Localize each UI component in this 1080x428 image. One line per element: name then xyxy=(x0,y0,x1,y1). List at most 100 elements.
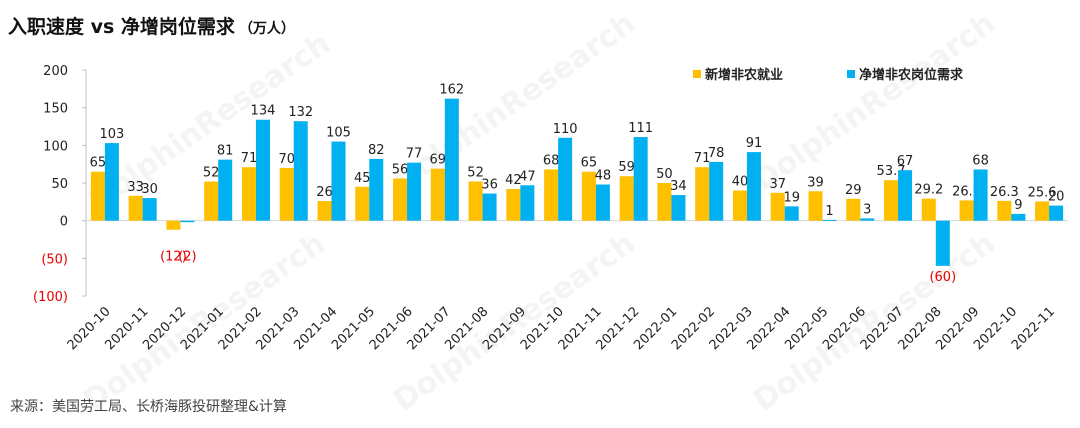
data-label-openings: 19 xyxy=(783,190,800,205)
data-label-nfp: 42 xyxy=(505,173,522,188)
data-label-nfp: 29.2 xyxy=(914,183,943,198)
bar-nfp xyxy=(581,171,596,221)
data-label-openings: 34 xyxy=(670,179,687,194)
bar-openings xyxy=(104,143,119,221)
y-tick-label: 0 xyxy=(60,215,68,230)
data-label-nfp: 26.3 xyxy=(990,185,1019,200)
bar-nfp xyxy=(695,167,710,221)
y-tick-label: (100) xyxy=(33,290,68,305)
bar-nfp xyxy=(241,167,256,221)
bar-openings xyxy=(860,218,875,221)
data-label-nfp: 29 xyxy=(845,183,862,198)
data-label-openings: 3 xyxy=(863,202,871,217)
data-label-openings: 111 xyxy=(628,121,653,136)
data-label-nfp: 65 xyxy=(581,156,598,171)
bar-openings xyxy=(482,193,497,221)
data-label-nfp: 37 xyxy=(769,177,786,192)
data-label-nfp: 52 xyxy=(203,165,220,180)
y-tick-label: 150 xyxy=(43,102,68,117)
bar-openings xyxy=(558,137,573,221)
data-label-openings: 162 xyxy=(439,83,464,98)
bar-nfp xyxy=(393,178,408,221)
data-label-nfp: 33 xyxy=(127,180,144,195)
bar-openings xyxy=(218,159,233,221)
bar-openings xyxy=(1011,213,1026,221)
data-label-nfp: 26 xyxy=(316,185,333,200)
y-tick-label: 100 xyxy=(43,139,68,154)
bar-nfp xyxy=(166,220,181,230)
watermark-text-2: DolphinResearch xyxy=(747,6,1001,199)
bar-nfp xyxy=(657,183,672,221)
data-label-nfp: 50 xyxy=(656,167,673,182)
bar-nfp xyxy=(1035,201,1050,221)
data-label-openings: 91 xyxy=(746,136,763,151)
bar-nfp xyxy=(128,195,143,221)
bar-nfp xyxy=(506,189,521,221)
bar-nfp xyxy=(204,181,219,221)
bar-openings xyxy=(595,184,610,221)
data-label-openings: 67 xyxy=(897,154,914,169)
bar-openings xyxy=(671,195,686,221)
legend-swatch-nfp xyxy=(693,70,701,78)
bar-openings xyxy=(935,220,950,266)
bar-nfp xyxy=(921,198,936,221)
bar-openings xyxy=(709,161,724,221)
bar-openings xyxy=(784,206,799,221)
y-tick-label: (50) xyxy=(41,252,68,267)
data-label-nfp: 59 xyxy=(618,160,635,175)
bar-nfp xyxy=(884,180,899,221)
data-label-nfp: 56 xyxy=(392,162,409,177)
bar-openings xyxy=(444,98,459,221)
data-label-openings: 1 xyxy=(825,204,833,219)
bar-nfp xyxy=(317,201,332,221)
data-label-nfp: 65 xyxy=(90,156,107,171)
bar-openings xyxy=(746,152,761,221)
bar-openings xyxy=(520,185,535,221)
legend-swatch-openings xyxy=(847,70,855,78)
data-label-openings: 48 xyxy=(595,169,612,184)
data-label-openings: 82 xyxy=(368,143,385,158)
data-label-openings: (60) xyxy=(929,270,956,285)
data-label-openings: 110 xyxy=(553,122,578,137)
bar-nfp xyxy=(770,192,785,221)
bar-openings xyxy=(973,169,988,221)
data-label-openings: 30 xyxy=(141,182,158,197)
data-label-openings: 68 xyxy=(972,153,989,168)
data-label-nfp: 45 xyxy=(354,171,371,186)
data-label-openings: 47 xyxy=(519,169,536,184)
data-label-nfp: 71 xyxy=(241,151,258,166)
bar-nfp xyxy=(430,168,445,221)
chart-title: 入职速度 vs 净增岗位需求 （万人） xyxy=(8,12,295,39)
bar-nfp xyxy=(279,167,294,221)
bar-openings xyxy=(822,219,837,221)
source-note: 来源：美国劳工局、长桥海豚投研整理&计算 xyxy=(10,399,287,415)
bar-nfp xyxy=(732,190,747,221)
bar-openings xyxy=(369,158,384,221)
bar-openings xyxy=(407,162,422,221)
bar-nfp xyxy=(959,200,974,221)
data-label-nfp: 40 xyxy=(732,175,749,190)
data-label-nfp: 68 xyxy=(543,153,560,168)
y-tick-label: 50 xyxy=(51,177,68,192)
data-label-openings: 9 xyxy=(1014,198,1022,213)
data-label-nfp: 39 xyxy=(807,175,824,190)
data-label-nfp: 71 xyxy=(694,151,711,166)
chart-title-text: 入职速度 vs 净增岗位需求 xyxy=(8,16,235,38)
data-label-openings: 105 xyxy=(326,126,351,141)
data-label-nfp: 69 xyxy=(430,153,447,168)
bar-nfp xyxy=(90,171,105,221)
data-label-openings: 78 xyxy=(708,146,725,161)
data-label-openings: 134 xyxy=(251,104,276,119)
bar-nfp xyxy=(808,191,823,221)
legend-label-nfp: 新增非农就业 xyxy=(705,67,783,83)
bar-openings xyxy=(898,170,913,221)
bar-openings xyxy=(180,220,195,223)
bar-nfp xyxy=(619,176,634,221)
data-label-nfp: 52 xyxy=(467,165,484,180)
data-label-nfp: (12) xyxy=(160,250,187,265)
data-label-openings: 77 xyxy=(406,147,423,162)
chart-title-unit: （万人） xyxy=(238,21,295,37)
y-tick-label: 200 xyxy=(43,64,68,79)
legend-label-openings: 净增非农岗位需求 xyxy=(859,67,964,83)
data-label-nfp: 70 xyxy=(278,152,295,167)
